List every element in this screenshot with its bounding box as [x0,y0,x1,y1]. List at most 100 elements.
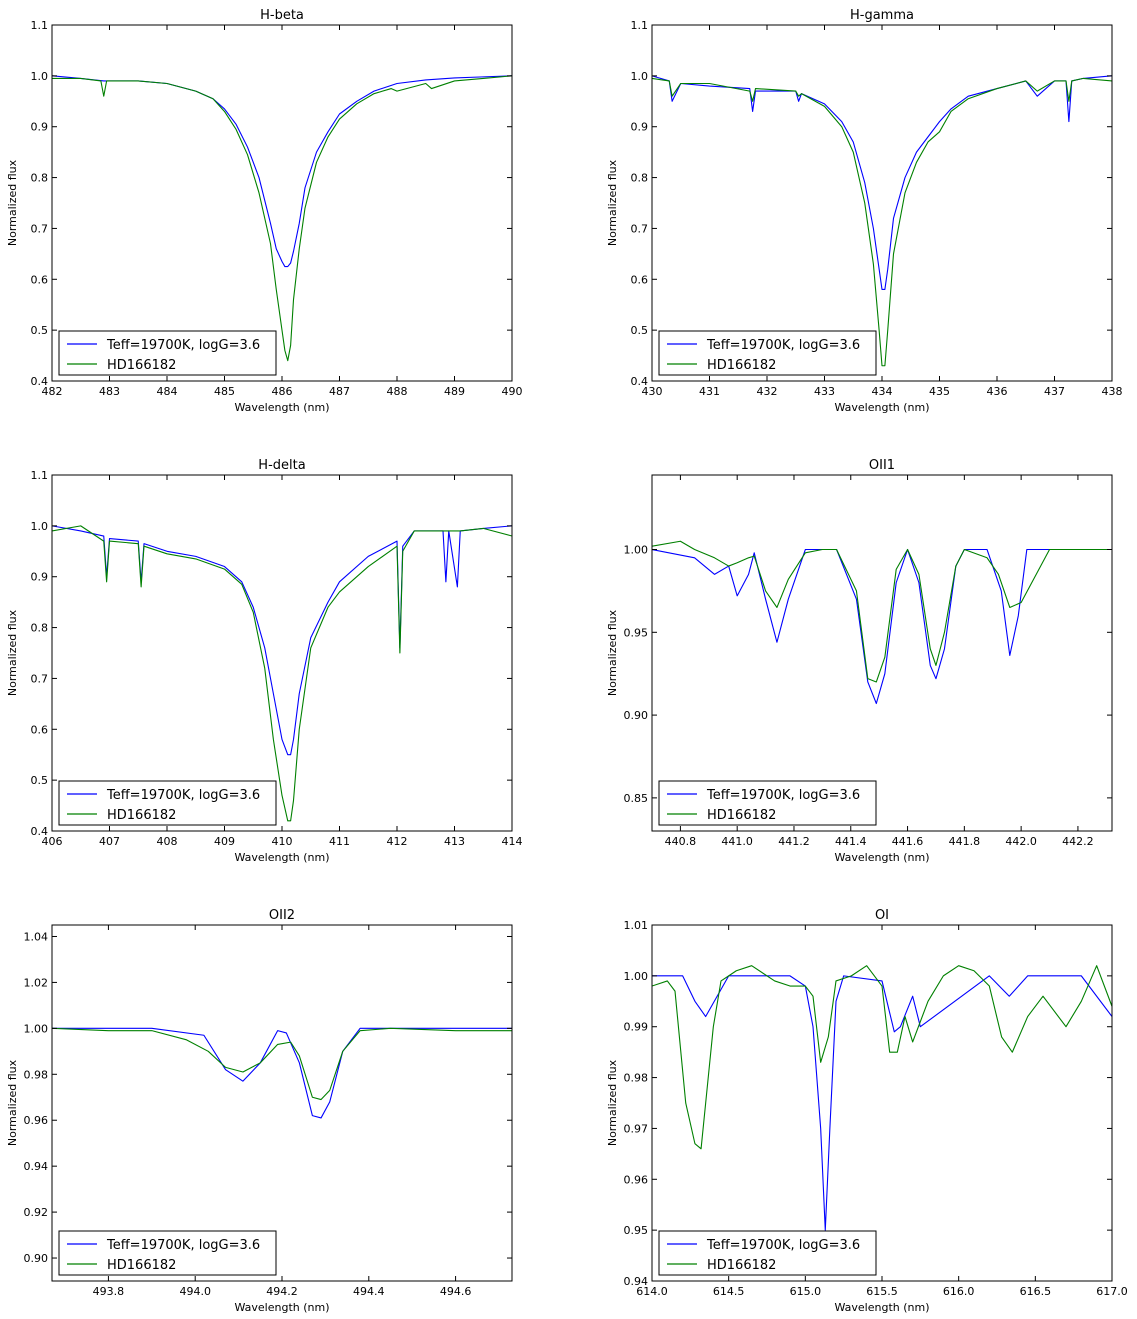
x-tick-label: 615.0 [790,1285,822,1298]
x-tick-label: 494.4 [353,1285,385,1298]
chart-title: OI [875,908,889,923]
x-tick-label: 414 [502,835,523,848]
y-axis-label: Normalized flux [606,1059,619,1146]
y-tick-label: 0.96 [624,1173,649,1186]
x-tick-label: 483 [99,385,120,398]
y-tick-label: 0.9 [31,121,49,134]
legend-label-model: Teff=19700K, logG=3.6 [106,1238,260,1253]
series-line-model [652,975,1112,1231]
x-tick-label: 494.2 [266,1285,298,1298]
legend-box [658,1230,877,1276]
legend-label-star: HD166182 [707,358,776,373]
y-tick-label: 0.97 [624,1122,649,1135]
plot-background [652,475,1112,831]
x-tick-label: 614.0 [636,1285,668,1298]
x-tick-label: 484 [157,385,178,398]
series-line-star [652,540,1112,683]
series-line-star [652,965,1112,1150]
y-tick-label: 0.96 [24,1114,49,1127]
legend-label-model: Teff=19700K, logG=3.6 [706,338,860,353]
y-tick-label: 0.4 [31,825,49,838]
x-tick-label: 489 [444,385,465,398]
legend: Teff=19700K, logG=3.6 HD166182 [58,780,277,826]
y-tick-label: 0.90 [24,1252,49,1265]
x-tick-label: 442.0 [1005,835,1037,848]
y-tick-label: 1.00 [24,1022,49,1035]
y-axis-label: Normalized flux [606,609,619,696]
x-tick-label: 616.0 [943,1285,975,1298]
plot-background [52,925,512,1281]
y-tick-label: 0.90 [624,709,649,722]
legend-label-star: HD166182 [707,1258,776,1273]
x-axis-label: Wavelength (nm) [834,1301,929,1314]
y-tick-label: 1.1 [631,19,649,32]
x-tick-label: 615.5 [866,1285,898,1298]
x-tick-label: 616.5 [1020,1285,1052,1298]
legend-box [58,330,277,376]
chart-title: H-beta [260,8,304,23]
x-tick-label: 441.4 [835,835,867,848]
y-tick-label: 0.5 [31,324,49,337]
series-line-model [52,1027,512,1119]
series-line-star [52,75,512,362]
x-tick-label: 442.2 [1062,835,1094,848]
x-axis-label: Wavelength (nm) [234,1301,329,1314]
y-tick-label: 0.94 [624,1275,649,1288]
x-tick-label: 493.8 [93,1285,125,1298]
x-tick-label: 441.2 [778,835,810,848]
x-tick-label: 438 [1102,385,1123,398]
plot-background [52,475,512,831]
y-tick-label: 0.8 [31,172,49,185]
legend-label-star: HD166182 [107,358,176,373]
x-tick-label: 432 [757,385,778,398]
y-axis-label: Normalized flux [6,609,19,696]
x-tick-label: 435 [929,385,950,398]
plot-background [652,25,1112,381]
y-tick-label: 0.8 [31,622,49,635]
y-tick-label: 1.00 [624,970,649,983]
y-tick-label: 1.0 [31,70,49,83]
chart-title: H-delta [258,458,305,473]
x-tick-label: 409 [214,835,235,848]
x-tick-label: 440.8 [665,835,697,848]
x-tick-label: 411 [329,835,350,848]
axes-frame [651,474,1113,832]
y-tick-label: 1.00 [624,544,649,557]
y-tick-label: 0.7 [31,222,49,235]
legend-label-model: Teff=19700K, logG=3.6 [706,1238,860,1253]
x-tick-label: 434 [872,385,893,398]
legend: Teff=19700K, logG=3.6 HD166182 [658,780,877,826]
x-tick-label: 617.0 [1096,1285,1128,1298]
chart-title: OII2 [269,908,295,923]
y-tick-label: 0.99 [624,1021,649,1034]
y-tick-label: 0.9 [31,571,49,584]
x-tick-label: 408 [157,835,178,848]
y-tick-label: 0.95 [624,1224,649,1237]
y-tick-label: 0.5 [31,774,49,787]
series-line-star [52,1027,512,1101]
legend-box [658,330,877,376]
series-line-star [52,525,512,822]
legend-label-model: Teff=19700K, logG=3.6 [106,788,260,803]
x-tick-label: 412 [387,835,408,848]
chart-title: OII1 [869,458,895,473]
y-tick-label: 1.04 [24,930,49,943]
y-tick-label: 0.98 [624,1072,649,1085]
subplot-1: 430 431 432 433 434 435 436 437 438 0.4 0.5 0.6 0.7 0… [606,8,1123,414]
y-tick-label: 0.8 [631,172,649,185]
y-tick-label: 0.95 [624,626,649,639]
x-axis-label: Wavelength (nm) [834,851,929,864]
y-axis-label: Normalized flux [6,1059,19,1146]
y-tick-label: 0.98 [24,1068,49,1081]
legend-label-model: Teff=19700K, logG=3.6 [106,338,260,353]
y-tick-label: 1.0 [31,520,49,533]
x-tick-label: 614.5 [713,1285,745,1298]
legend-box [58,780,277,826]
x-tick-label: 485 [214,385,235,398]
y-tick-label: 0.94 [24,1160,49,1173]
y-axis-label: Normalized flux [606,159,619,246]
legend: Teff=19700K, logG=3.6 HD166182 [658,1230,877,1276]
x-tick-label: 406 [42,835,63,848]
legend-label-star: HD166182 [107,808,176,823]
